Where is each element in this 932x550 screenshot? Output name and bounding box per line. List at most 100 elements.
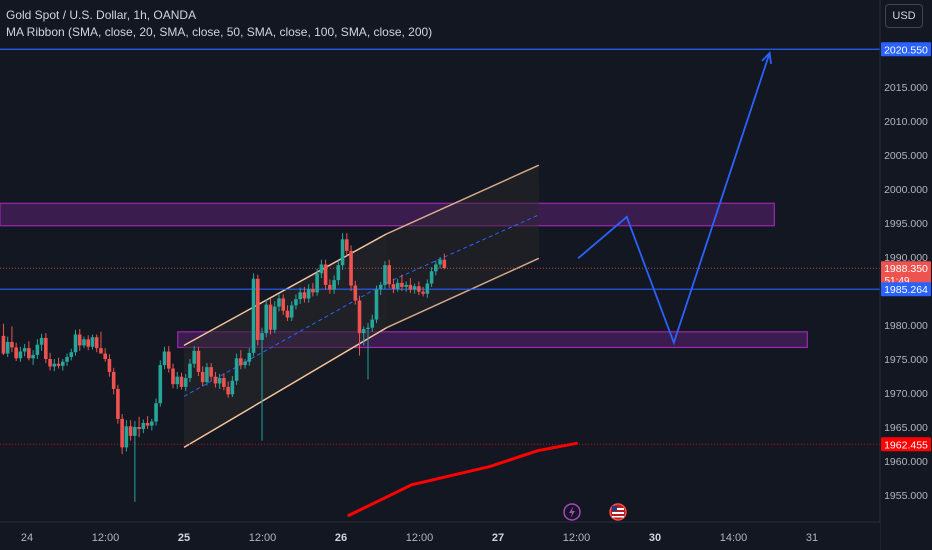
- candle: [412, 283, 417, 294]
- candle: [217, 373, 222, 389]
- candle: [73, 329, 78, 356]
- candle-body: [192, 350, 197, 364]
- horizontal-lines: [0, 48, 880, 445]
- time-axis-bg: [0, 522, 880, 550]
- candle: [349, 245, 353, 291]
- candle-body: [145, 422, 150, 426]
- price-tick-label: 1965.000: [884, 422, 928, 434]
- candle-body: [171, 368, 175, 385]
- candle: [302, 286, 307, 303]
- candle-body: [86, 339, 91, 347]
- candle-body: [374, 289, 379, 320]
- candle: [429, 267, 434, 287]
- candle-body: [31, 354, 35, 359]
- time-tick-label: 24: [21, 532, 33, 544]
- candlesticks: [1, 233, 447, 502]
- indicator-legend[interactable]: MA Ribbon (SMA, close, 20, SMA, close, 5…: [6, 25, 433, 39]
- candle: [336, 260, 341, 285]
- candle-body: [383, 265, 387, 285]
- chart-title: Gold Spot / U.S. Dollar, 1h, OANDA: [6, 8, 197, 22]
- candle: [179, 372, 184, 390]
- candle-body: [77, 334, 82, 346]
- candle: [69, 348, 74, 361]
- candle: [166, 346, 171, 373]
- candle: [255, 274, 260, 346]
- candle: [35, 339, 40, 359]
- candle-body: [239, 358, 243, 366]
- candle-body: [247, 352, 252, 362]
- candle-body: [311, 288, 315, 293]
- candle-body: [150, 421, 154, 426]
- candle: [99, 331, 103, 354]
- candle-body: [251, 278, 256, 353]
- candle-body: [412, 286, 417, 290]
- candle-body: [277, 298, 281, 307]
- price-tick-label: 2000.000: [884, 184, 928, 196]
- candle: [438, 257, 442, 269]
- candle: [239, 350, 243, 370]
- candle: [145, 416, 150, 430]
- candle-body: [5, 342, 10, 354]
- candle: [277, 294, 281, 312]
- candle: [120, 414, 124, 455]
- candle: [361, 326, 366, 346]
- candle-body: [366, 327, 370, 330]
- candle-body: [328, 284, 332, 290]
- time-tick-label: 12:00: [406, 532, 434, 544]
- candle: [417, 281, 421, 296]
- price-label-text: 2020.550: [884, 44, 928, 56]
- candle: [311, 282, 315, 297]
- candle-body: [56, 363, 61, 366]
- price-label-text: 1985.264: [884, 284, 928, 296]
- candle-body: [226, 386, 230, 395]
- candle-body: [272, 306, 277, 330]
- candle-body: [128, 426, 133, 436]
- candle: [196, 346, 201, 376]
- candle: [353, 280, 358, 305]
- candle: [133, 420, 137, 502]
- lightning-icon[interactable]: [563, 503, 581, 521]
- candle-body: [188, 363, 192, 379]
- candle-body: [315, 273, 319, 293]
- price-tick-label: 1970.000: [884, 388, 928, 400]
- time-tick-label: 31: [806, 532, 818, 544]
- countdown-label: 51:49: [884, 276, 909, 287]
- candle: [425, 279, 430, 298]
- candle-body: [179, 376, 184, 387]
- currency-button[interactable]: USD: [885, 4, 923, 28]
- candle: [94, 334, 99, 353]
- price-axis[interactable]: 1955.000 1960.000 1965.000 1970.000 1975.000…: [879, 0, 932, 550]
- candle-body: [196, 350, 201, 372]
- candle-body: [205, 367, 209, 383]
- candle: [328, 279, 332, 294]
- candle-body: [302, 292, 307, 299]
- us-flag-icon[interactable]: [609, 503, 627, 521]
- candle-body: [319, 264, 324, 274]
- candle: [294, 294, 298, 310]
- event-icons[interactable]: [563, 503, 627, 521]
- candle-body: [404, 284, 408, 287]
- candle-body: [111, 371, 116, 389]
- time-axis[interactable]: 24 12:00 25 12:00 26 12:00 27 12:00 30 14:00 31: [0, 521, 880, 550]
- candle: [357, 295, 362, 356]
- candle-body: [158, 365, 163, 404]
- candle-body: [69, 352, 74, 357]
- candle: [323, 259, 328, 290]
- candle-body: [417, 286, 421, 292]
- price-label: 2020.550: [881, 42, 931, 57]
- candle: [22, 344, 27, 357]
- time-tick-label: 12:00: [249, 532, 277, 544]
- candle-body: [234, 358, 239, 381]
- candle-body: [217, 378, 222, 384]
- channel-ext-fill: [386, 165, 539, 328]
- candle-body: [391, 284, 396, 289]
- candle-body: [44, 337, 48, 359]
- candle-body: [281, 298, 286, 311]
- candle: [374, 285, 379, 323]
- candle-body: [183, 378, 188, 387]
- candle-body: [400, 282, 404, 287]
- candle-body: [94, 337, 99, 349]
- candle-body: [353, 285, 358, 301]
